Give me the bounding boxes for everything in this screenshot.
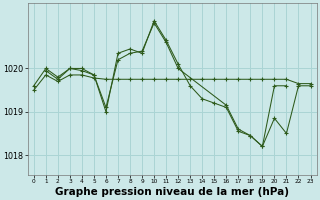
X-axis label: Graphe pression niveau de la mer (hPa): Graphe pression niveau de la mer (hPa) (55, 187, 289, 197)
